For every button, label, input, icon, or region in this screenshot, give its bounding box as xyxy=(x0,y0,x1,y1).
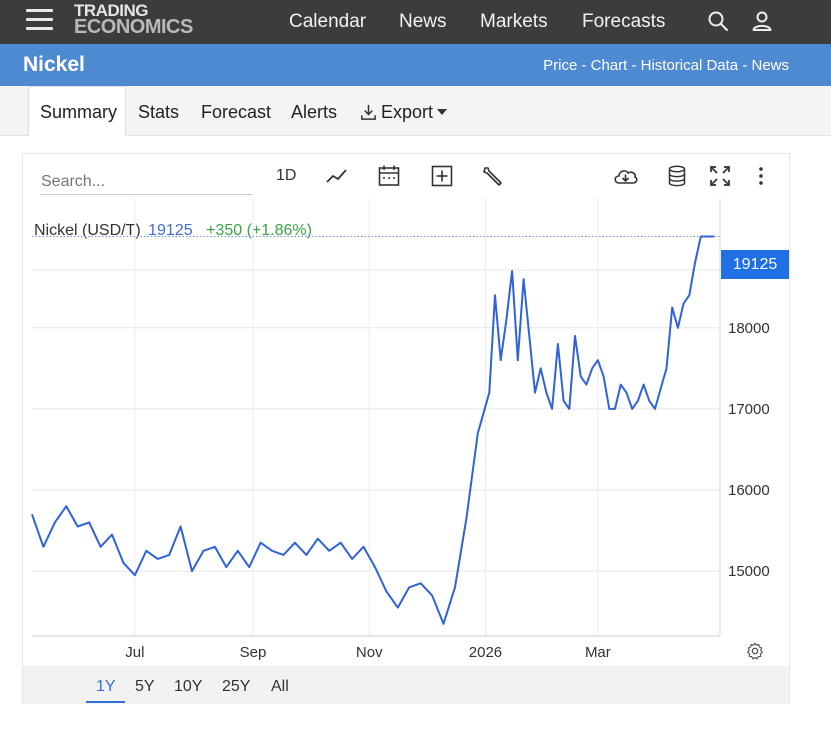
last-price-tag: 19125 xyxy=(721,250,789,279)
range-all[interactable]: All xyxy=(271,678,289,695)
user-icon[interactable] xyxy=(750,9,774,33)
tab-stats[interactable]: Stats xyxy=(138,102,180,122)
nav-calendar[interactable]: Calendar xyxy=(289,11,367,32)
tab-forecast[interactable]: Forecast xyxy=(201,102,272,122)
logo-line-1: TRADING xyxy=(74,1,148,20)
menu-icon[interactable] xyxy=(26,8,53,32)
range-25y[interactable]: 25Y xyxy=(222,678,251,695)
range-10y[interactable]: 10Y xyxy=(174,678,203,695)
search-icon[interactable] xyxy=(706,9,730,33)
title-bar: Nickel Price - Chart - Historical Data -… xyxy=(0,44,831,86)
fullscreen-icon[interactable] xyxy=(708,163,732,189)
range-1y[interactable]: 1Y xyxy=(96,678,116,695)
nav-forecasts[interactable]: Forecasts xyxy=(582,11,666,32)
nav-markets[interactable]: Markets xyxy=(480,11,548,32)
logo-line-2: ECONOMICS xyxy=(74,16,193,38)
database-icon[interactable] xyxy=(666,163,688,189)
interval-selector[interactable]: 1D xyxy=(276,167,297,184)
active-range-underline xyxy=(86,701,125,703)
calendar-icon[interactable] xyxy=(377,163,401,189)
range-5y[interactable]: 5Y xyxy=(135,678,155,695)
site-logo[interactable]: TRADING ECONOMICS xyxy=(74,1,193,38)
page-sublinks[interactable]: Price - Chart - Historical Data - News xyxy=(543,57,789,74)
series-name: Nickel (USD/T) xyxy=(34,222,141,239)
tab-summary[interactable]: Summary xyxy=(28,86,126,136)
tab-bar: Summary Stats Forecast Alerts Export xyxy=(0,86,831,136)
nav-news[interactable]: News xyxy=(399,11,447,32)
wrench-icon[interactable] xyxy=(481,163,505,189)
page-title: Nickel xyxy=(23,53,85,76)
download-icon[interactable] xyxy=(359,103,378,122)
series-change: +350 (+1.86%) xyxy=(206,222,312,239)
add-indicator-icon[interactable] xyxy=(430,163,454,189)
cloud-download-icon[interactable] xyxy=(612,163,639,189)
top-navigation-bar: TRADING ECONOMICS Calendar News Markets … xyxy=(0,0,831,44)
series-last-price: 19125 xyxy=(148,222,193,239)
more-vertical-icon[interactable] xyxy=(752,163,770,189)
tab-export[interactable]: Export xyxy=(381,102,434,122)
tab-alerts[interactable]: Alerts xyxy=(291,102,338,122)
line-chart-icon[interactable] xyxy=(325,163,349,189)
chart-legend: Nickel (USD/T) 19125 +350 (+1.86%) xyxy=(34,222,312,240)
chevron-down-icon[interactable] xyxy=(437,108,447,116)
search-input[interactable] xyxy=(40,170,253,195)
tab-summary-label: Summary xyxy=(40,102,118,122)
range-selector: 1Y 5Y 10Y 25Y All xyxy=(23,666,789,704)
settings-gear-icon[interactable] xyxy=(745,641,765,661)
